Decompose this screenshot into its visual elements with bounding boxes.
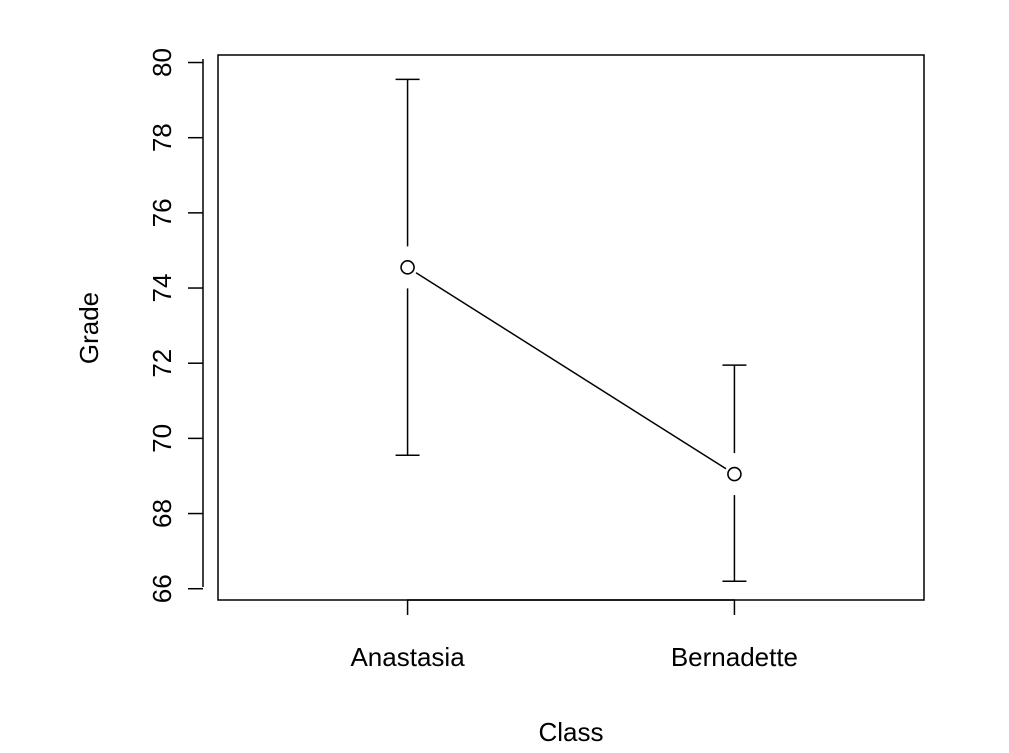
plot-frame xyxy=(217,54,925,601)
y-axis-ticks: 66 68 70 72 74 76 78 80 xyxy=(147,48,203,603)
series-group xyxy=(400,260,742,482)
data-point-bernadette xyxy=(727,466,742,482)
x-axis-label: Class xyxy=(538,717,603,747)
y-tick-label-66: 66 xyxy=(147,574,177,603)
y-tick-label-80: 80 xyxy=(147,48,177,77)
y-tick-label-68: 68 xyxy=(147,499,177,528)
series-line-segment-1 xyxy=(415,272,727,470)
error-bars xyxy=(395,78,747,582)
data-point-anastasia xyxy=(400,260,415,275)
y-tick-label-76: 76 xyxy=(147,198,177,227)
y-tick-label-72: 72 xyxy=(147,349,177,378)
x-tick-label-bernadette: Bernadette xyxy=(671,642,798,672)
y-axis-label: Grade xyxy=(74,292,104,364)
y-tick-label-74: 74 xyxy=(147,274,177,303)
y-tick-label-70: 70 xyxy=(147,424,177,453)
x-axis-ticks: Anastasia Bernadette xyxy=(350,600,798,672)
y-tick-label-78: 78 xyxy=(147,123,177,152)
x-tick-label-anastasia: Anastasia xyxy=(350,642,465,672)
